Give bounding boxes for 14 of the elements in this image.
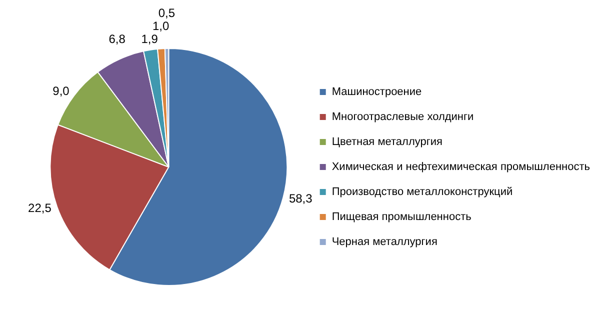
legend-label: Машиностроение <box>332 86 422 98</box>
data-label: 9,0 <box>52 84 70 98</box>
legend-label: Цветная металлургия <box>332 136 443 148</box>
legend-label: Черная металлургия <box>332 236 438 248</box>
legend-label: Производство металлоконструкций <box>332 186 513 198</box>
legend-label: Многоотраслевые холдинги <box>332 111 474 124</box>
data-label: 1,0 <box>152 18 170 33</box>
data-label: 22,5 <box>28 201 52 216</box>
data-label: 6,8 <box>108 32 126 46</box>
legend-label: Пищевая промышленность <box>332 211 472 224</box>
legend-label: Химическая и нефтехимическая промышленность <box>332 161 590 174</box>
data-label: 58,3 <box>288 191 313 206</box>
data-label: 1,9 <box>141 32 158 46</box>
data-label: 0,5 <box>158 6 176 20</box>
